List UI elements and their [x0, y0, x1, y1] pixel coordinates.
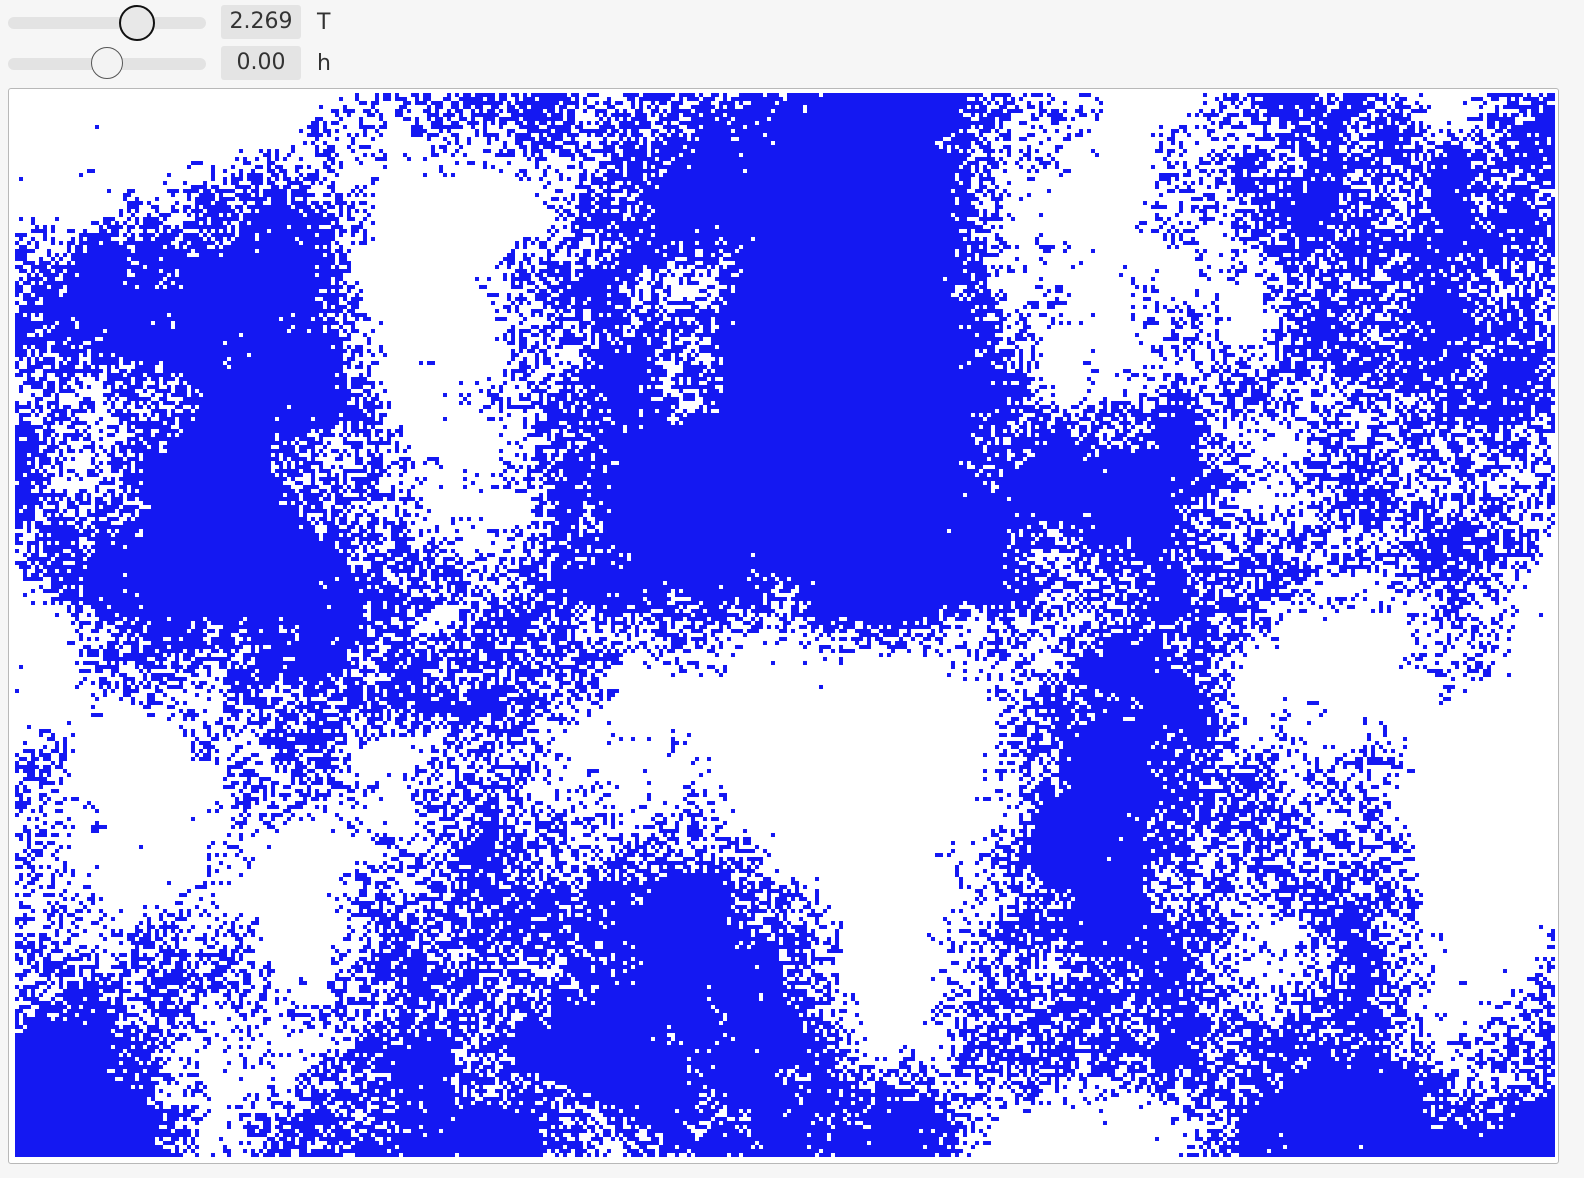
temperature-slider[interactable]: [8, 4, 206, 41]
temperature-slider-track[interactable]: [8, 17, 206, 29]
lattice-frame: [8, 88, 1559, 1164]
field-label: h: [317, 50, 331, 76]
temperature-value: 2.269: [221, 5, 301, 39]
ising-lattice-canvas[interactable]: [15, 93, 1555, 1157]
temperature-label: T: [317, 9, 331, 35]
temperature-control: 2.269 T: [8, 4, 331, 41]
field-value: 0.00: [221, 46, 301, 80]
field-slider-thumb[interactable]: [91, 47, 123, 79]
temperature-slider-thumb[interactable]: [118, 5, 155, 41]
field-control: 0.00 h: [8, 45, 331, 81]
control-panel: 2.269 T 0.00 h: [0, 0, 1584, 88]
field-slider[interactable]: [8, 45, 206, 81]
